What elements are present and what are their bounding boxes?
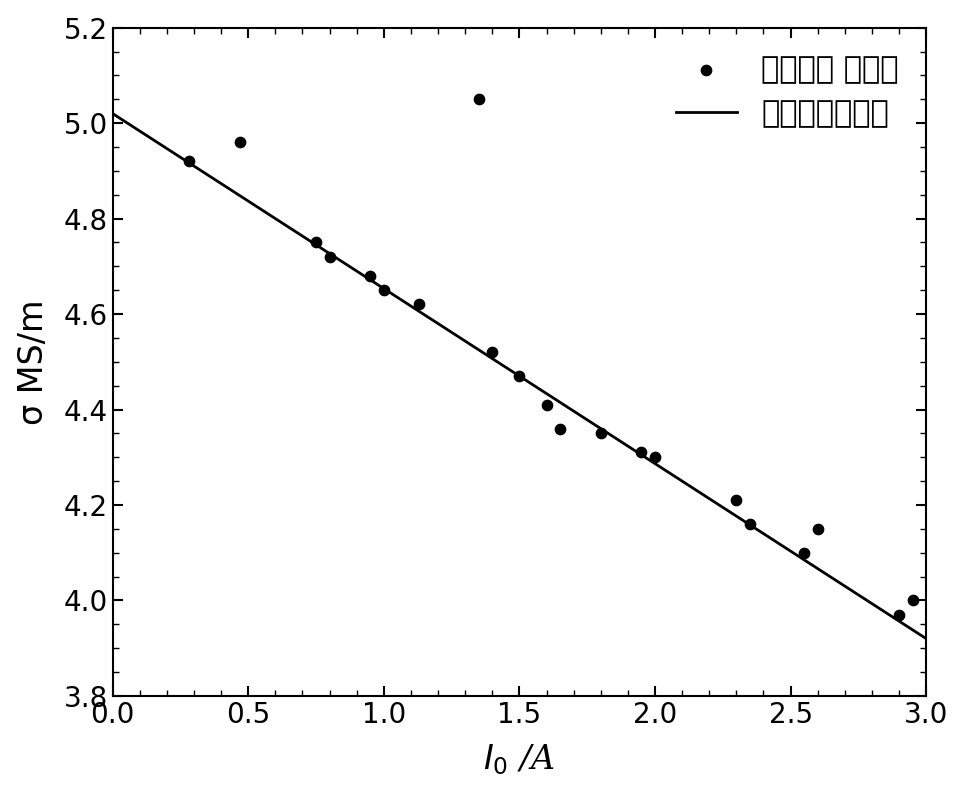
- Point: [511, 370, 527, 383]
- Point: [593, 427, 609, 440]
- Point: [471, 93, 486, 106]
- Point: [810, 522, 825, 535]
- Point: [538, 399, 554, 411]
- Point: [634, 446, 649, 459]
- Y-axis label: σ MS/m: σ MS/m: [16, 299, 49, 425]
- Point: [796, 546, 812, 559]
- Point: [892, 608, 907, 621]
- Point: [729, 494, 744, 507]
- Legend: 电导率反 演结果, 电导率拟合曲线: 电导率反 演结果, 电导率拟合曲线: [663, 43, 911, 141]
- Point: [376, 283, 392, 296]
- Point: [180, 155, 196, 168]
- Point: [411, 299, 427, 311]
- Point: [905, 594, 921, 607]
- Point: [742, 518, 758, 530]
- X-axis label: $I_0$ /A: $I_0$ /A: [483, 742, 556, 777]
- Point: [233, 136, 248, 148]
- Point: [484, 346, 500, 359]
- Point: [322, 250, 338, 263]
- Point: [648, 451, 663, 464]
- Point: [308, 236, 323, 249]
- Point: [363, 269, 378, 282]
- Point: [552, 422, 567, 435]
